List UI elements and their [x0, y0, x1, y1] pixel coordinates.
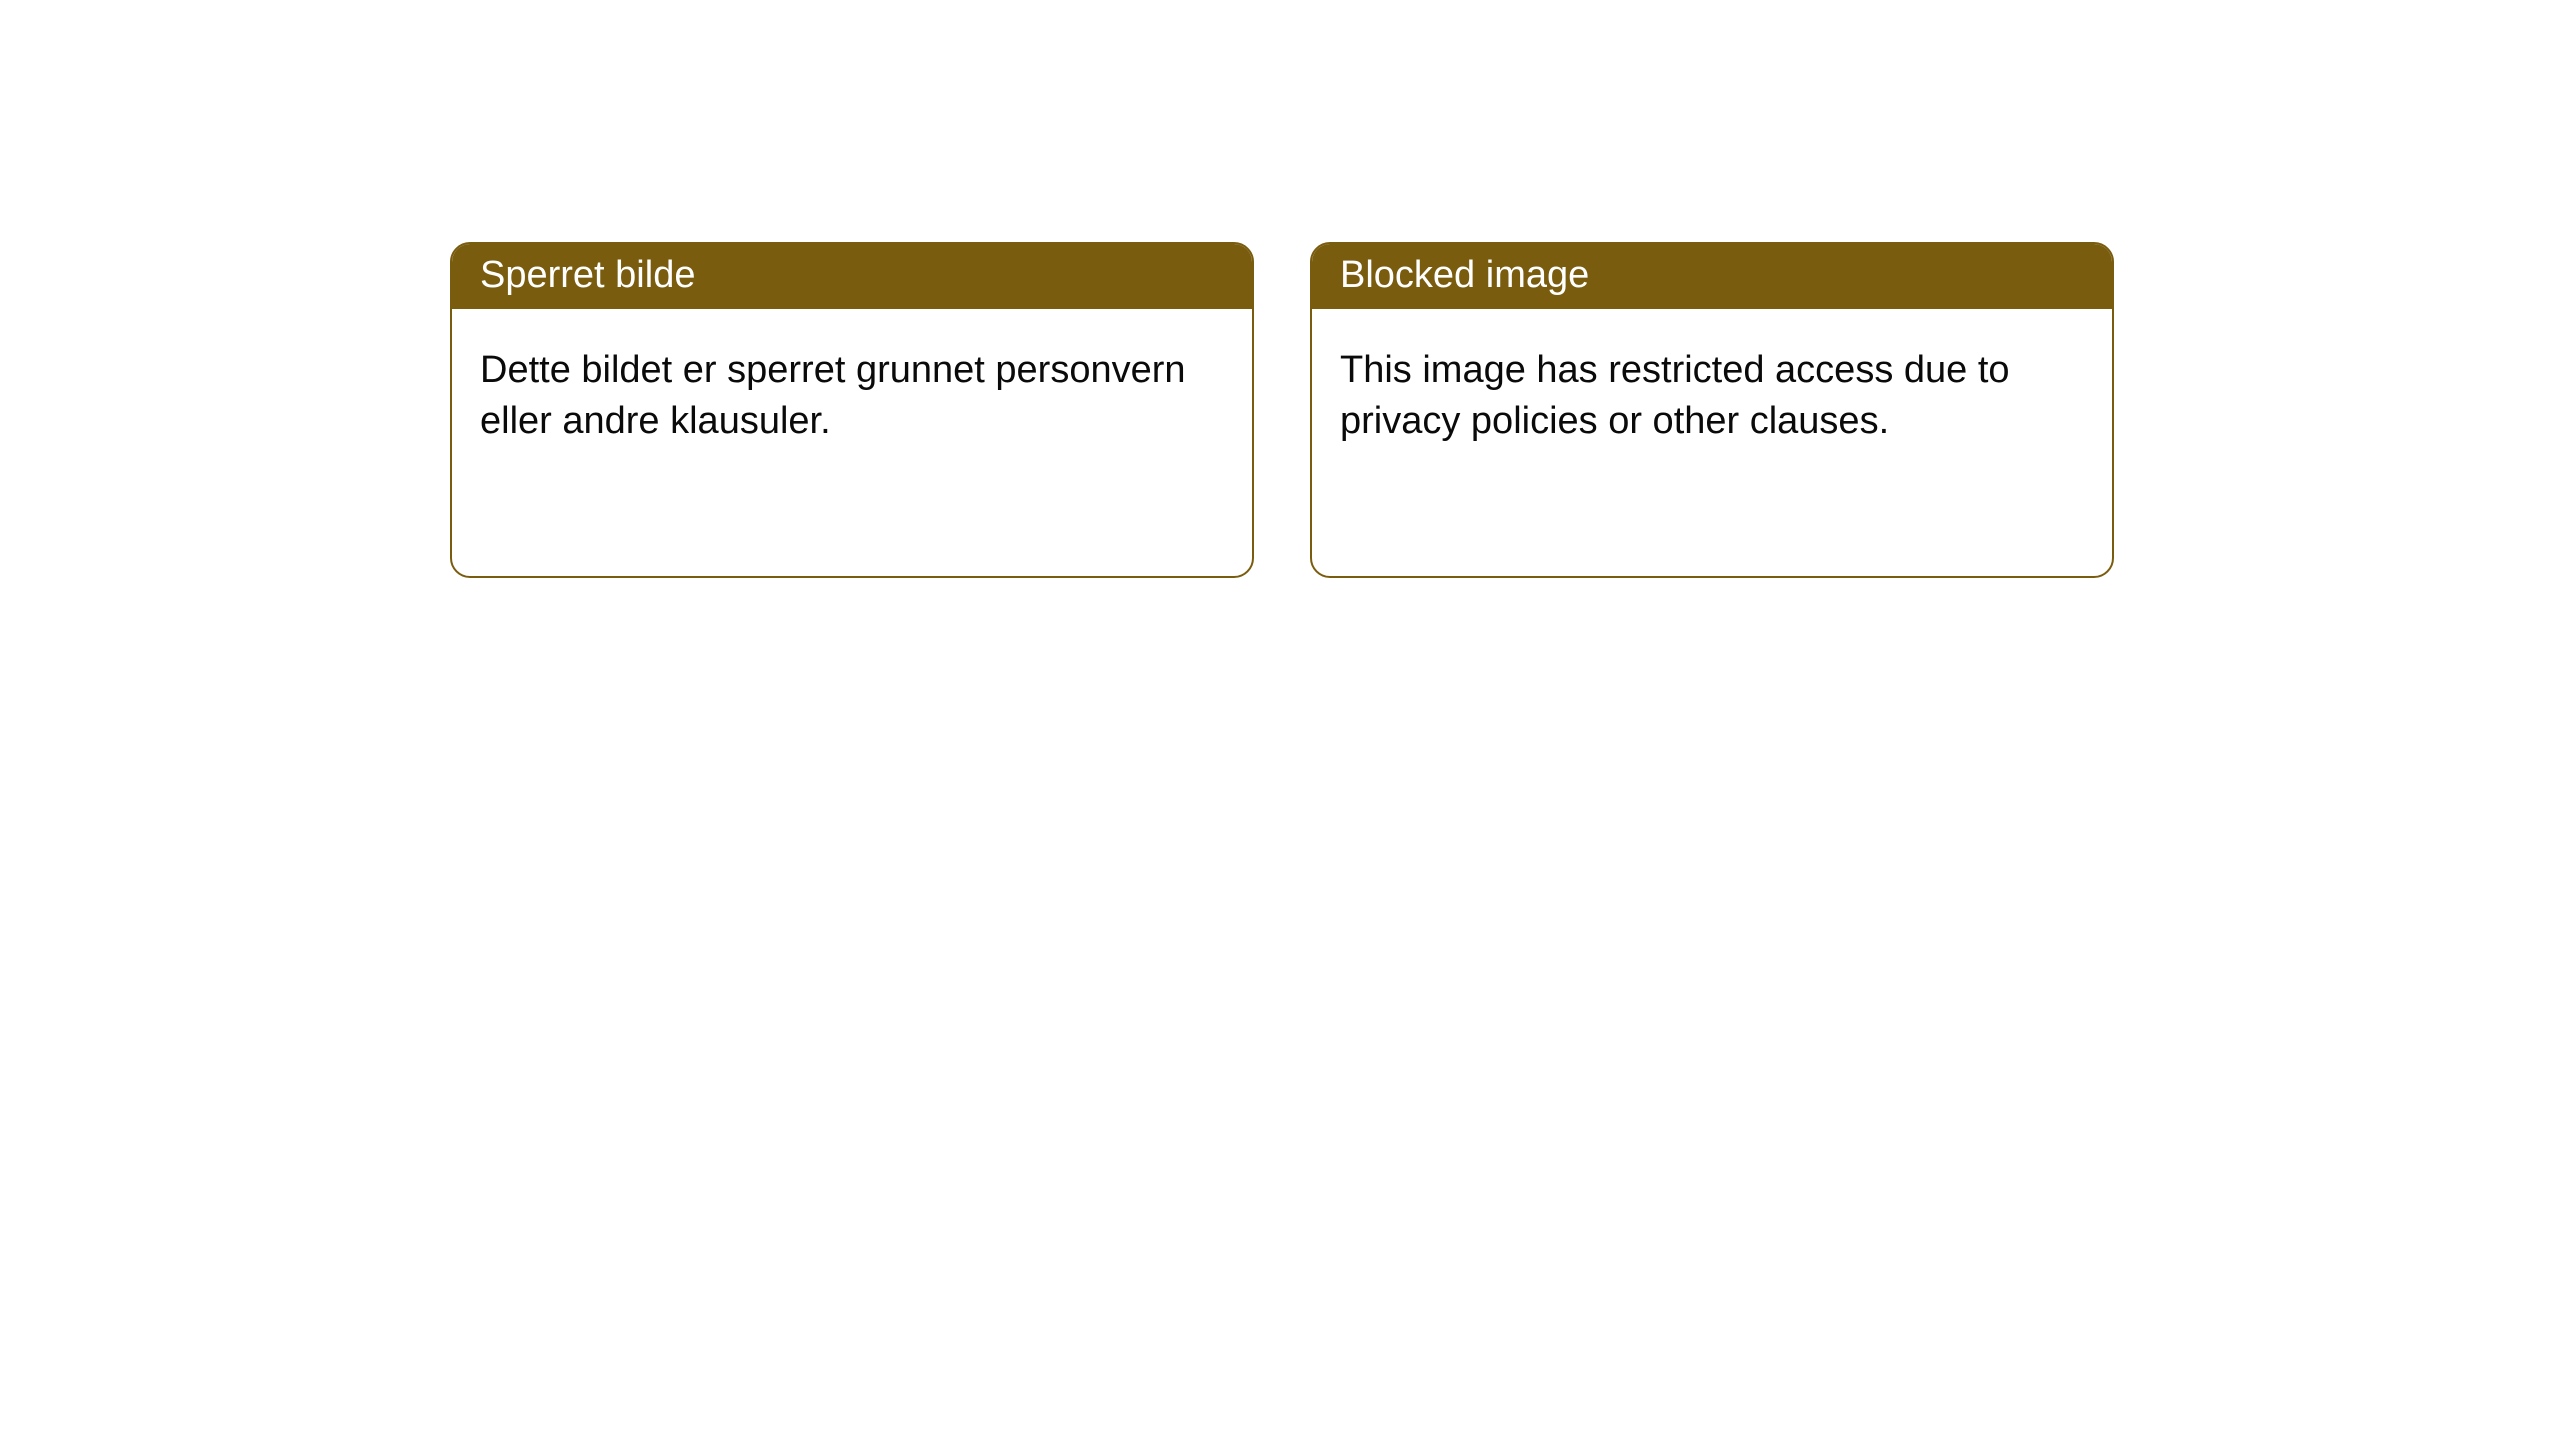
card-header-en: Blocked image [1312, 244, 2112, 309]
blocked-image-card-en: Blocked image This image has restricted … [1310, 242, 2114, 578]
notice-container: Sperret bilde Dette bildet er sperret gr… [0, 0, 2560, 578]
blocked-image-card-no: Sperret bilde Dette bildet er sperret gr… [450, 242, 1254, 578]
card-header-no: Sperret bilde [452, 244, 1252, 309]
card-body-en: This image has restricted access due to … [1312, 309, 2112, 484]
card-body-no: Dette bildet er sperret grunnet personve… [452, 309, 1252, 484]
